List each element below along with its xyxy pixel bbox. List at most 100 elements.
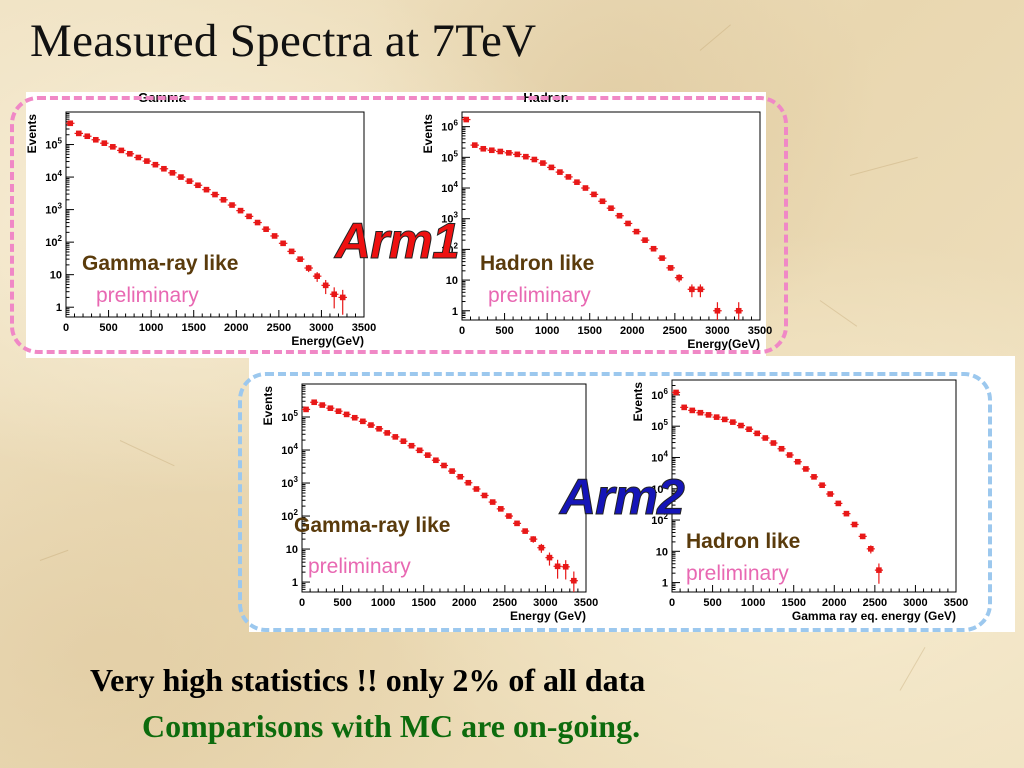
x-tick-label: 1500 [411, 597, 435, 609]
point-marker [144, 158, 150, 164]
point-marker [599, 198, 606, 205]
x-tick-label: 1000 [535, 325, 559, 337]
point-marker [554, 563, 561, 570]
point-marker [625, 220, 631, 227]
y-tick-label: 102 [281, 508, 298, 523]
point-marker [819, 482, 825, 488]
point-marker [84, 133, 91, 140]
y-tick-label: 106 [441, 119, 458, 134]
point-marker [135, 154, 142, 161]
data-point [326, 405, 335, 411]
point-marker [676, 274, 682, 281]
point-marker [305, 265, 312, 271]
x-tick-label: 500 [333, 597, 351, 609]
data-point [713, 302, 722, 320]
data-point [521, 153, 531, 160]
point-marker [246, 213, 252, 220]
point-marker [203, 186, 210, 193]
data-point [342, 411, 351, 418]
data-point [423, 452, 432, 458]
point-marker [288, 248, 295, 255]
y-tick-label: 10 [656, 546, 668, 558]
data-point [680, 404, 689, 411]
point-marker [297, 256, 303, 262]
point-marker [562, 563, 569, 570]
data-point [818, 482, 827, 488]
x-axis-label: Energy(GeV) [291, 334, 364, 348]
data-point [769, 440, 778, 446]
y-tick-label: 1 [662, 578, 668, 590]
point-marker [794, 458, 801, 465]
point-marker [319, 402, 326, 408]
data-point [439, 462, 449, 469]
point-marker [540, 160, 546, 166]
y-tick-label: 104 [441, 180, 458, 195]
data-point [125, 150, 135, 157]
x-tick-label: 2500 [267, 322, 291, 334]
data-point [553, 559, 562, 579]
point-marker [659, 255, 665, 261]
point-marker [574, 179, 580, 185]
data-point [606, 205, 616, 211]
point-marker [408, 442, 415, 449]
point-marker [311, 399, 317, 406]
point-marker [457, 473, 464, 480]
arm2-gamma-preliminary: preliminary [308, 555, 411, 578]
point-marker [263, 226, 269, 232]
point-marker [343, 411, 350, 418]
data-point [334, 408, 343, 414]
point-marker [531, 156, 538, 163]
point-marker [471, 142, 478, 148]
data-point [598, 198, 607, 205]
point-marker [441, 462, 447, 469]
point-marker [186, 178, 193, 184]
point-marker [110, 144, 116, 150]
y-tick-label: 105 [651, 418, 668, 433]
data-point [649, 245, 658, 252]
point-marker [254, 219, 261, 226]
point-marker [714, 307, 721, 314]
x-tick-label: 1000 [741, 597, 765, 609]
point-marker [667, 265, 674, 271]
data-point [761, 435, 770, 441]
point-marker [489, 147, 495, 154]
x-tick-label: 1500 [577, 325, 601, 337]
data-point [91, 136, 101, 143]
data-point [100, 140, 109, 146]
data-point [555, 169, 565, 175]
data-point [581, 185, 590, 191]
point-marker [327, 405, 334, 411]
chart-arm1-hadron: 0 500 1000 1500 2000 2500 3000 3500110102103104… [421, 90, 772, 351]
point-marker [331, 291, 337, 298]
x-tick-label: 3500 [574, 597, 598, 609]
point-marker [195, 182, 201, 189]
point-marker [424, 452, 431, 458]
x-tick-label: 500 [495, 325, 513, 337]
data-point [674, 274, 684, 283]
point-marker [868, 546, 874, 552]
point-marker [557, 169, 563, 175]
point-marker [514, 520, 520, 527]
point-marker [523, 153, 529, 160]
data-point [561, 560, 570, 580]
point-marker [400, 438, 407, 445]
data-point [472, 486, 481, 492]
arm2-hadron-preliminary: preliminary [686, 562, 789, 585]
data-point [777, 445, 786, 452]
point-marker [689, 286, 695, 293]
point-marker [489, 499, 496, 505]
data-point [304, 264, 313, 273]
arm1-gamma-like-label: Gamma-ray like [82, 252, 239, 275]
x-tick-label: 1000 [139, 322, 163, 334]
point-marker [538, 544, 545, 551]
point-marker [746, 426, 752, 433]
data-point [74, 130, 84, 137]
arm1-hadron-like-label: Hadron like [480, 252, 595, 275]
data-point [504, 513, 513, 519]
point-marker [616, 212, 623, 219]
data-point [834, 500, 843, 507]
data-point [407, 442, 416, 449]
footer-mc-note: Comparisons with MC are on-going. [142, 708, 641, 744]
data-point [358, 418, 367, 425]
footer-statistics-note: Very high statistics !! only 2% of all d… [90, 662, 646, 698]
